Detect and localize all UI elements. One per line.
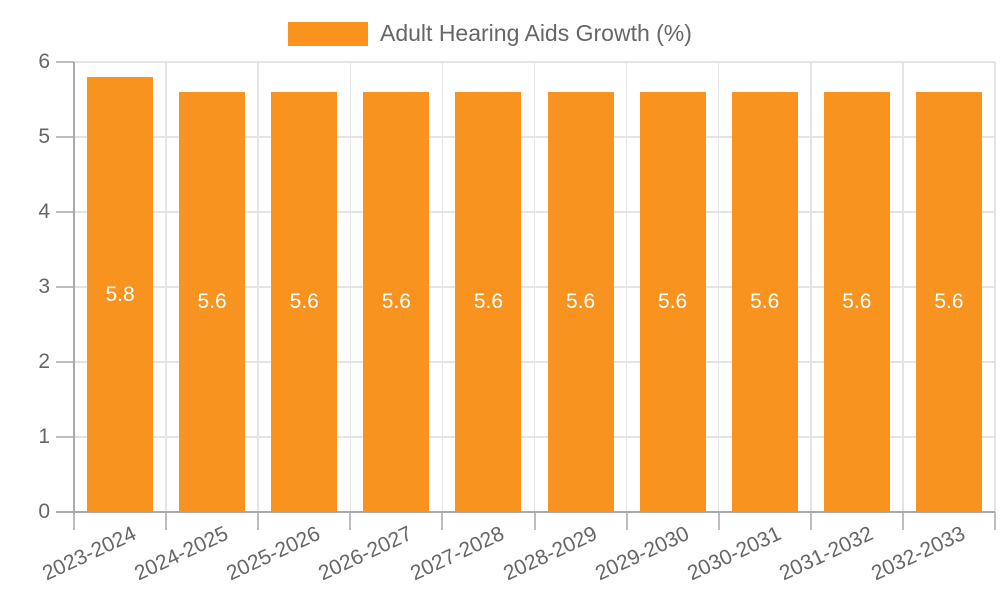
x-axis-tick <box>717 512 720 530</box>
y-axis-tick <box>56 436 74 438</box>
gridline-vertical <box>717 62 720 512</box>
bar <box>639 92 706 512</box>
y-axis-tick-label: 1 <box>38 425 50 448</box>
x-axis-tick <box>994 512 996 530</box>
gridline-vertical <box>994 62 996 512</box>
gridline-vertical <box>625 62 628 512</box>
gridline-vertical <box>257 62 259 512</box>
gridline-vertical <box>533 62 536 512</box>
x-axis-tick <box>165 512 168 530</box>
x-axis-tick <box>901 512 904 530</box>
y-axis-tick <box>56 61 74 63</box>
bar <box>363 92 430 512</box>
bar-value-label: 5.6 <box>473 290 504 313</box>
y-axis-tick <box>56 286 74 288</box>
bar-value-label: 5.6 <box>381 290 411 313</box>
gridline-vertical <box>810 62 812 512</box>
y-axis-tick-label: 3 <box>38 275 50 298</box>
bar-value-label: 5.6 <box>658 290 688 313</box>
y-axis-tick-label: 0 <box>38 500 50 523</box>
y-axis-tick <box>56 361 74 363</box>
legend-swatch <box>288 21 368 46</box>
x-axis-tick <box>625 512 628 530</box>
bar <box>547 92 614 512</box>
bar <box>455 92 522 512</box>
bar <box>87 77 154 512</box>
x-axis-tick <box>809 512 812 530</box>
y-axis-tick-label: 2 <box>38 350 50 373</box>
y-axis-line <box>73 62 75 514</box>
y-axis-tick-label: 4 <box>38 200 50 223</box>
bar-value-label: 5.6 <box>750 290 780 313</box>
bar-value-label: 5.6 <box>289 290 319 313</box>
x-axis-tick <box>533 512 536 530</box>
x-axis-tick <box>441 512 444 530</box>
y-axis-tick-label: 5 <box>38 125 50 148</box>
bar <box>823 92 890 512</box>
bar <box>271 92 338 512</box>
bar-value-label: 5.6 <box>842 290 872 313</box>
bar-value-label: 5.6 <box>197 290 227 313</box>
x-axis-tick <box>257 512 260 530</box>
y-axis-tick <box>56 211 74 213</box>
bar <box>731 92 798 512</box>
gridline-vertical <box>441 62 444 512</box>
x-axis-line <box>56 511 995 513</box>
gridline-vertical <box>902 62 904 512</box>
bar-value-label: 5.8 <box>105 282 135 306</box>
legend-label: Adult Hearing Aids Growth (%) <box>380 20 692 46</box>
y-axis-tick-label: 6 <box>38 50 50 73</box>
gridline-vertical <box>349 62 352 512</box>
gridline-vertical <box>165 62 167 512</box>
bar-value-label: 5.6 <box>565 290 596 313</box>
bar <box>915 92 982 512</box>
y-axis-tick <box>56 136 74 138</box>
bar-value-label: 5.6 <box>934 290 964 313</box>
x-axis-tick <box>73 512 75 530</box>
legend[interactable]: Adult Hearing Aids Growth (%) <box>288 20 692 47</box>
x-axis-tick <box>349 512 352 530</box>
bar <box>179 92 246 512</box>
